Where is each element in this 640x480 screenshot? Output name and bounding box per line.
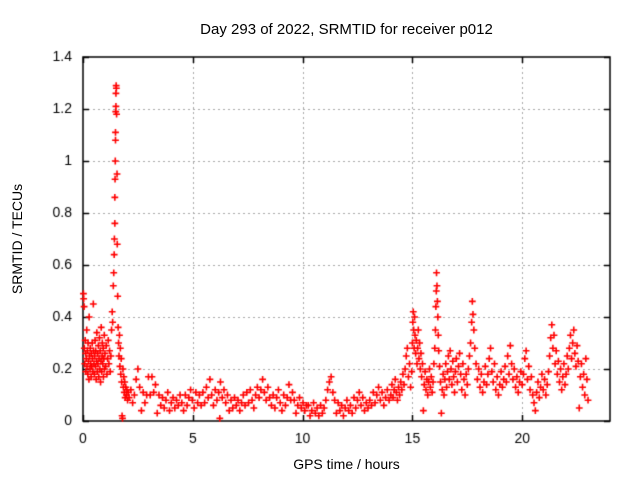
y-axis-label: SRMTID / TECUs [9, 183, 25, 295]
chart-title: Day 293 of 2022, SRMTID for receiver p01… [200, 21, 493, 38]
x-axis-label: GPS time / hours [293, 456, 400, 472]
